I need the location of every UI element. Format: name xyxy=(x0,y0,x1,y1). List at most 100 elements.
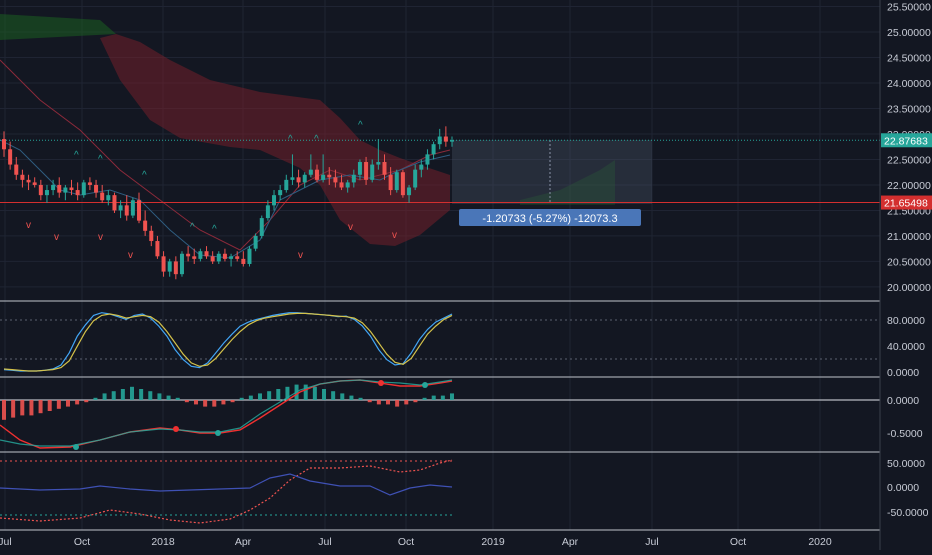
candle-body xyxy=(118,205,123,211)
time-tick: Oct xyxy=(74,536,90,548)
macd-bar xyxy=(120,389,125,400)
macd-bar xyxy=(111,391,116,400)
time-tick: 2018 xyxy=(151,536,175,548)
candle-body xyxy=(130,200,135,216)
macd-bar xyxy=(413,400,418,403)
price-tick: 25.00000 xyxy=(887,27,931,39)
marker: v xyxy=(98,232,103,243)
price-axis[interactable]: 25.50000 25.00000 24.50000 24.00000 23.50000… xyxy=(887,2,931,294)
macd-tick: 0.0000 xyxy=(887,395,919,407)
mom-line xyxy=(0,473,453,496)
price-tick: 24.00000 xyxy=(887,78,931,90)
macd-tick: -0.5000 xyxy=(887,428,923,440)
candle-body xyxy=(69,187,74,191)
macd-bar xyxy=(29,400,34,416)
macd-bar xyxy=(148,391,153,400)
last-price-tag-bg xyxy=(881,133,932,148)
macd-bar xyxy=(175,397,180,400)
time-tick: Apr xyxy=(235,536,252,548)
macd-bar xyxy=(56,400,61,409)
candle-body xyxy=(161,256,166,272)
time-tick: Jul xyxy=(0,536,12,548)
signal-markers: v v v v v v v ^ ^ ^ ^ ^ ^ ^ ^ xyxy=(26,120,397,261)
candle-body xyxy=(229,256,234,259)
macd-bar xyxy=(102,393,107,400)
macd-bar xyxy=(303,384,308,400)
candle-body xyxy=(290,177,295,180)
marker: ^ xyxy=(314,134,319,145)
stoch-k-line xyxy=(3,312,453,372)
macd-bar xyxy=(230,400,235,403)
candle-body xyxy=(284,179,289,191)
macd-bar xyxy=(422,397,427,400)
candle-body xyxy=(370,164,375,180)
price-tick: 23.50000 xyxy=(887,103,931,115)
cross-dot xyxy=(73,444,79,450)
candle-body xyxy=(124,205,129,216)
macd-bar xyxy=(358,397,363,400)
mom-signal-line xyxy=(0,459,453,524)
macd-bar xyxy=(248,395,253,400)
macd-bar xyxy=(395,400,400,407)
macd-bar xyxy=(203,400,208,407)
macd-bar xyxy=(285,386,290,400)
last-price-tag: 22.87683 xyxy=(881,133,932,148)
base-line xyxy=(0,59,451,251)
macd-bar xyxy=(166,395,171,400)
macd-bar xyxy=(157,393,162,400)
candles xyxy=(2,126,454,280)
measure-tooltip-text: -1.20733 (-5.27%) -12073.3 xyxy=(482,213,617,225)
macd-bar xyxy=(184,400,189,403)
candle-body xyxy=(314,169,319,180)
candle-body xyxy=(278,190,283,196)
oscillator-axis: 80.0000 40.0000 0.0000 xyxy=(887,315,925,379)
cloud-bear-area xyxy=(100,34,450,246)
candle-body xyxy=(431,144,436,155)
candle-body xyxy=(112,195,117,211)
macd-bar xyxy=(212,400,217,407)
time-tick: Apr xyxy=(562,536,579,548)
marker: v xyxy=(54,232,59,243)
macd-bar xyxy=(404,400,409,405)
stop-price-tag-text: 21.65498 xyxy=(884,198,928,210)
mom-tick: 0.0000 xyxy=(887,482,919,494)
macd-bar xyxy=(367,400,372,403)
candle-body xyxy=(388,174,393,191)
candle-body xyxy=(235,256,240,259)
candle-body xyxy=(94,184,99,193)
stop-price-tag: 21.65498 xyxy=(881,195,932,210)
candle-body xyxy=(222,253,227,259)
candle-body xyxy=(51,184,56,191)
mom-tick: -50.0000 xyxy=(887,507,929,519)
macd-bar xyxy=(38,400,43,414)
macd-bar xyxy=(349,395,354,400)
grid xyxy=(0,0,880,530)
candle-body xyxy=(364,162,369,180)
price-tick: 22.00000 xyxy=(887,180,931,192)
macd-bar xyxy=(2,400,6,420)
stop-price-tag-bg xyxy=(881,195,932,210)
candle-body xyxy=(38,184,43,196)
marker: ^ xyxy=(142,170,147,181)
macd-bar xyxy=(376,400,381,405)
candle-body xyxy=(155,241,160,257)
projection-area xyxy=(520,160,615,205)
candle-body xyxy=(44,190,49,196)
price-tick: 20.50000 xyxy=(887,256,931,268)
pane-separators xyxy=(0,0,881,550)
measure-box xyxy=(452,140,652,204)
macd-bar xyxy=(239,397,244,400)
candle-body xyxy=(179,253,184,275)
candle-body xyxy=(443,136,448,142)
candle-body xyxy=(204,251,209,257)
macd-bar xyxy=(450,393,454,400)
macd-bar xyxy=(276,389,281,400)
time-axis[interactable]: Jul Oct 2018 Apr Jul Oct 2019 Apr Jul Oct 2020 xyxy=(0,536,832,548)
marker: ^ xyxy=(74,150,79,161)
macd-bar xyxy=(340,393,345,400)
marker: v xyxy=(392,230,397,241)
candle-body xyxy=(376,162,381,165)
candle-body xyxy=(167,261,172,272)
